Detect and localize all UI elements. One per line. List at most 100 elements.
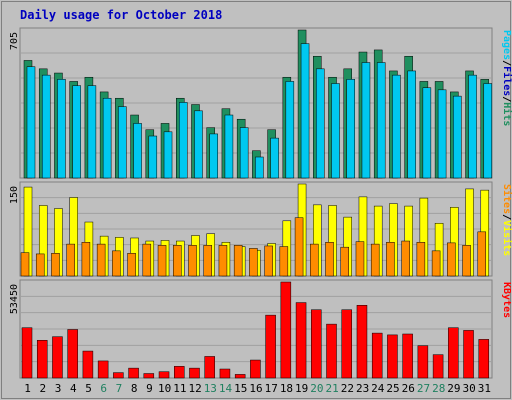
files-bar [239, 127, 249, 179]
x-tick-label: 18 [280, 382, 293, 395]
hits-files-panel: 705 Pages/Files/Hits [9, 27, 512, 179]
kbytes-bar [478, 339, 490, 379]
files-bar [87, 85, 97, 179]
files-bar [148, 135, 158, 179]
sites-bar [431, 250, 441, 277]
hits-files-legend-hits: Hits [501, 102, 512, 126]
sites-bar [233, 245, 243, 277]
hits-files-legend-files: Files [501, 66, 512, 96]
sites-bar [173, 245, 182, 277]
x-tick-label: 15 [234, 382, 247, 395]
files-bar [422, 87, 432, 179]
kbytes-bar [36, 340, 48, 379]
files-bar [209, 133, 218, 179]
sites-bar [66, 243, 75, 277]
visits-sites-legend: Sites/Visits [501, 184, 512, 256]
kbytes-bar [250, 359, 261, 379]
sites-bar [401, 240, 410, 277]
x-tick-label: 9 [146, 382, 153, 395]
visits-sites-panel: 150 Sites/Visits [9, 181, 512, 277]
kbytes-bar [341, 309, 352, 379]
kbytes-bar [432, 354, 444, 379]
x-tick-label: 6 [100, 382, 107, 395]
kbytes-bar [97, 360, 109, 379]
x-tick-label: 27 [417, 382, 430, 395]
sites-bar [264, 245, 273, 277]
files-bar [255, 156, 264, 179]
kbytes-bar [280, 281, 292, 379]
kbytes-bar [356, 305, 368, 379]
sites-bar [477, 231, 487, 277]
files-bar [316, 68, 325, 179]
files-bar [102, 97, 112, 179]
kbytes-bar [326, 323, 337, 379]
x-tick-label: 14 [219, 382, 233, 395]
x-tick-label: 19 [295, 382, 308, 395]
x-tick-label: 30 [463, 382, 476, 395]
sites-bar [462, 245, 471, 277]
sites-bar [370, 243, 380, 277]
kbytes-bar [128, 367, 139, 379]
files-bar [179, 102, 188, 179]
x-tick-label: 25 [386, 382, 399, 395]
x-tick-label: 16 [249, 382, 262, 395]
kbytes-bar [52, 336, 63, 379]
x-tick-label: 21 [326, 382, 339, 395]
x-axis-labels: 1 2 3 4 5 6 7 8 9 10 11 12 13 14 15 16 17 18 19 20 21 22 23 24 2… [24, 382, 491, 395]
files-bar [361, 62, 371, 179]
files-bar [224, 114, 234, 179]
files-bar [118, 106, 127, 179]
kbytes-bar [21, 327, 33, 379]
x-tick-label: 20 [310, 382, 323, 395]
kbytes-bar [143, 373, 155, 379]
kbytes-legend-kbytes: KBytes [501, 282, 512, 318]
kbytes-bar [387, 334, 398, 379]
sites-bar [416, 242, 426, 277]
x-tick-label: 22 [341, 382, 354, 395]
sites-bar [340, 246, 349, 277]
files-bar [41, 74, 51, 179]
files-bar [285, 81, 295, 179]
sites-bar [325, 242, 334, 277]
x-tick-label: 7 [116, 382, 123, 395]
kbytes-bar [189, 367, 200, 379]
hits-files-legend-pages: Pages [501, 30, 512, 60]
sites-bar [112, 250, 121, 277]
kbytes-bar [113, 372, 124, 379]
files-bar [270, 137, 279, 179]
files-bar [72, 85, 81, 179]
sites-bar [294, 217, 304, 277]
visits-sites-legend-visits: Visits [501, 220, 512, 256]
x-tick-label: 23 [356, 382, 369, 395]
sites-bar [51, 253, 60, 277]
x-tick-label: 11 [173, 382, 186, 395]
sites-bar [218, 245, 228, 277]
files-bar [26, 66, 36, 179]
visits-sites-ymax-label: 150 [9, 186, 20, 204]
hits-files-legend: Pages/Files/Hits [501, 30, 512, 126]
x-tick-label: 2 [40, 382, 47, 395]
kbytes-bar [82, 350, 94, 379]
files-bar [483, 83, 493, 179]
files-bar [163, 131, 173, 179]
x-tick-label: 5 [85, 382, 92, 395]
x-tick-label: 26 [402, 382, 415, 395]
kbytes-legend: KBytes [501, 282, 512, 318]
x-tick-label: 29 [447, 382, 460, 395]
kbytes-bar [234, 374, 246, 379]
sites-bar [355, 241, 365, 277]
files-bar [194, 110, 203, 179]
files-bar [133, 123, 142, 179]
files-bar [407, 70, 416, 179]
x-tick-label: 3 [55, 382, 62, 395]
files-bar [346, 79, 355, 179]
x-tick-label: 28 [432, 382, 445, 395]
sites-bar [20, 252, 30, 277]
sites-bar [96, 243, 106, 277]
kbytes-bar [402, 333, 413, 379]
sites-bar [127, 253, 136, 277]
hits-files-ymax-label: 705 [9, 32, 20, 50]
kbytes-bar [463, 330, 474, 379]
kbytes-bar [295, 302, 307, 379]
